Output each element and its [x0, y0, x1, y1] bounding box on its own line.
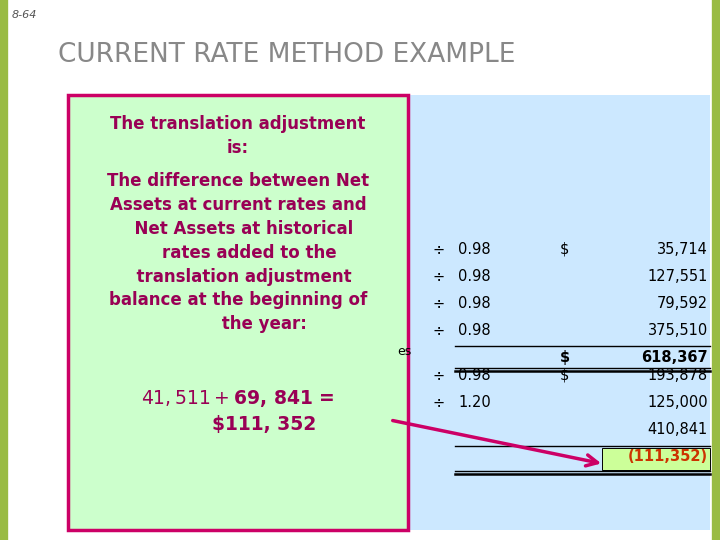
Text: $: $	[560, 368, 570, 383]
Text: 375,510: 375,510	[648, 323, 708, 338]
Text: 0.98: 0.98	[458, 323, 490, 338]
Text: 0.98: 0.98	[458, 368, 490, 383]
Text: ÷: ÷	[432, 395, 444, 410]
Text: CURRENT RATE METHOD EXAMPLE: CURRENT RATE METHOD EXAMPLE	[58, 42, 516, 68]
Text: ÷: ÷	[432, 242, 444, 257]
Text: The difference between Net
Assets at current rates and
  Net Assets at historica: The difference between Net Assets at cur…	[107, 172, 369, 333]
Text: $41, 511 + $69, 841 =
        $111, 352: $41, 511 + $69, 841 = $111, 352	[141, 388, 335, 434]
Text: 127,551: 127,551	[647, 269, 708, 284]
Text: 618,367: 618,367	[642, 350, 708, 365]
Text: $: $	[560, 242, 570, 257]
Text: 0.98: 0.98	[458, 269, 490, 284]
Text: ÷: ÷	[432, 296, 444, 311]
Bar	[380, 95, 710, 530]
Text: ÷: ÷	[432, 323, 444, 338]
Text: 125,000: 125,000	[647, 395, 708, 410]
Bar	[602, 448, 710, 470]
Text: 35,714: 35,714	[657, 242, 708, 257]
Text: 0.98: 0.98	[458, 296, 490, 311]
Text: 1.20: 1.20	[458, 395, 491, 410]
Text: The translation adjustment
is:: The translation adjustment is:	[110, 115, 366, 157]
Text: (111,352): (111,352)	[628, 449, 708, 464]
Text: $: $	[560, 350, 570, 365]
Text: 410,841: 410,841	[648, 422, 708, 437]
Bar	[68, 95, 408, 530]
Text: 79,592: 79,592	[657, 296, 708, 311]
Text: 8-64: 8-64	[12, 10, 37, 20]
Text: ÷: ÷	[432, 269, 444, 284]
Text: 193,878: 193,878	[648, 368, 708, 383]
Text: 0.98: 0.98	[458, 242, 490, 257]
Text: es: es	[397, 345, 411, 358]
Text: ÷: ÷	[432, 368, 444, 383]
Text: 08: 08	[388, 165, 407, 180]
